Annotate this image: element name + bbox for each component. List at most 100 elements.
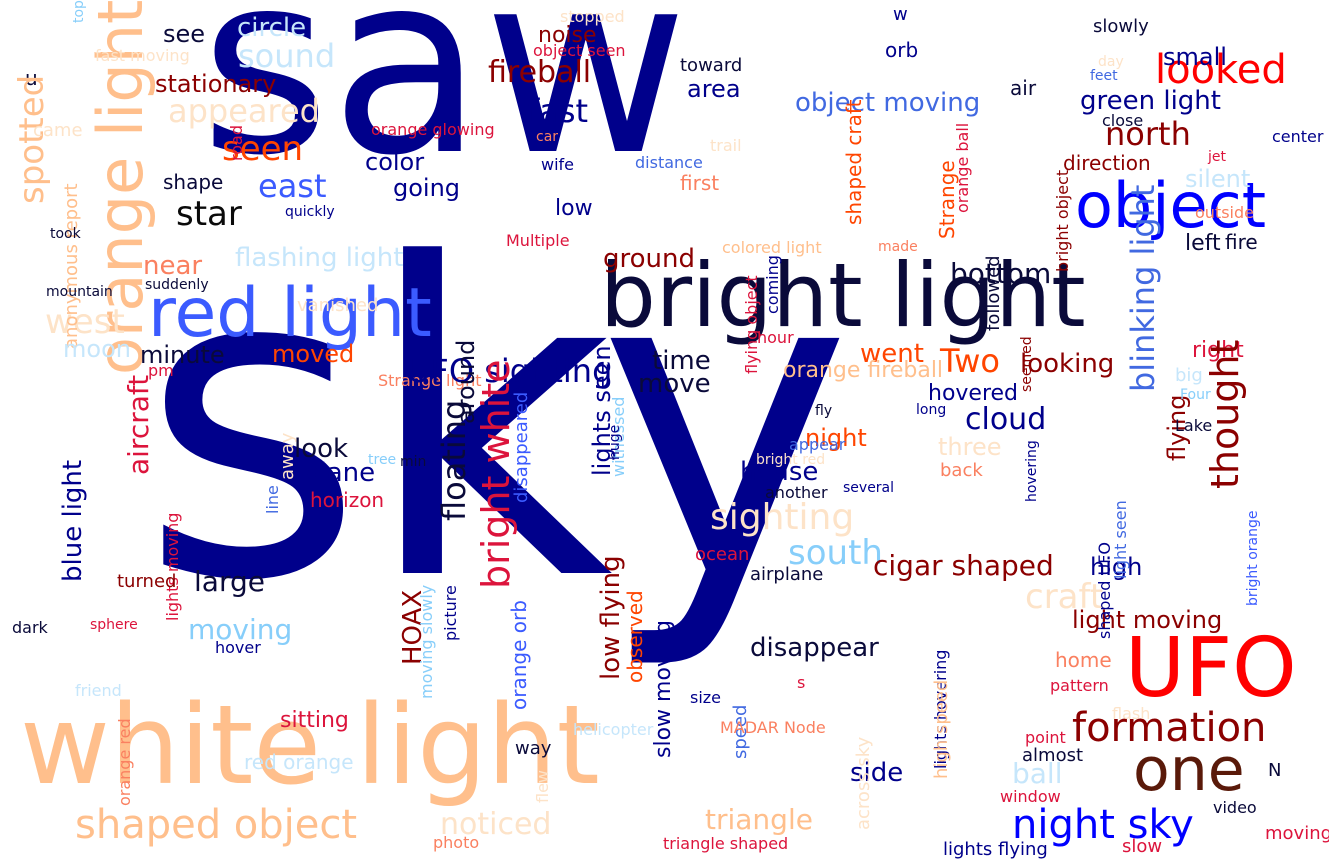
word-three: three — [938, 433, 1002, 461]
word-disappeared: disappeared — [511, 391, 532, 504]
word-road: road — [227, 124, 246, 161]
word-car: car — [536, 129, 559, 145]
word-lights-moving: lights moving — [163, 513, 182, 622]
word-plane: plane — [303, 458, 376, 488]
word-point: point — [1025, 728, 1066, 747]
word-slowly: slowly — [1093, 16, 1149, 37]
word-sphere: sphere — [90, 617, 138, 633]
word-noticed: noticed — [440, 807, 552, 842]
word-away: away — [277, 432, 298, 481]
word-area: area — [687, 75, 741, 103]
word-another: another — [765, 483, 828, 502]
word-flash: flash — [1112, 704, 1151, 723]
word-bright-orange: bright orange — [1245, 509, 1261, 606]
word-colored-light: colored light — [722, 238, 822, 257]
word-bottom: bottom — [950, 257, 1052, 290]
word-direction: direction — [1063, 151, 1151, 175]
word-ball: ball — [1012, 757, 1063, 790]
word-window: window — [1000, 787, 1061, 806]
word-turned: turned — [117, 571, 177, 592]
word-north: north — [1105, 115, 1191, 153]
word-low: low — [555, 196, 593, 221]
word-object: object — [1075, 169, 1267, 242]
word-photo: photo — [433, 833, 480, 852]
word-mountain: mountain — [46, 284, 113, 300]
word-n: N — [1268, 760, 1282, 781]
word-one: one — [1133, 735, 1245, 805]
word-orange-red: orange red — [115, 718, 134, 806]
word-sitting: sitting — [280, 708, 349, 733]
word-feet: feet — [1090, 68, 1118, 84]
word-large: large — [194, 565, 265, 598]
word-min: min — [400, 454, 427, 470]
word-shaped-craft: shaped craft — [842, 99, 866, 226]
word-orange-orb: orange orb — [507, 599, 531, 710]
word-back: back — [940, 460, 983, 481]
word-pattern: pattern — [1050, 676, 1109, 695]
word-madar-node: MADAR Node — [720, 718, 826, 737]
word-ufo-sighting: UFO sighting — [407, 352, 613, 390]
word-size: size — [690, 688, 722, 707]
word-airplane: airplane — [750, 564, 824, 585]
word-white-light: white light — [20, 681, 600, 809]
word-suddenly: suddenly — [145, 277, 209, 293]
word-light-seen: light seen — [1111, 499, 1130, 579]
word-hour: hour — [757, 328, 794, 347]
word-side: side — [850, 758, 904, 788]
word-left: left — [1185, 231, 1221, 256]
word-moved: moved — [272, 340, 355, 368]
word-tree: tree — [368, 452, 397, 468]
word-fast-moving: fast moving — [95, 46, 190, 65]
word-two: Two — [940, 342, 1000, 380]
word-red-orange: red orange — [244, 750, 354, 774]
word-wife: wife — [541, 155, 575, 174]
word-long: long — [916, 402, 947, 418]
word-several: several — [843, 480, 895, 496]
word-center: center — [1272, 127, 1324, 146]
word-bright-red: bright red — [756, 452, 826, 468]
word-friend: friend — [75, 681, 122, 700]
word-strange-light: Strange light — [378, 371, 482, 390]
word-seen: seen — [222, 129, 304, 169]
word-hovering: hovering — [1024, 439, 1040, 502]
word-trail: trail — [710, 136, 742, 155]
word-anonymous-report: anonymous report — [61, 182, 82, 349]
word-near: near — [143, 251, 203, 281]
word-red-light: red light — [148, 274, 432, 353]
word-huge: huge — [607, 424, 623, 461]
word-east: east — [258, 167, 327, 205]
word-followed: followed — [983, 254, 1004, 331]
word-quickly: quickly — [285, 204, 335, 220]
word-distance: distance — [635, 153, 703, 172]
word-vanished: vanished — [297, 295, 379, 316]
word-see: see — [163, 20, 206, 48]
word-low-flying: low flying — [596, 554, 626, 680]
word-took: took — [50, 226, 81, 242]
word-moving-slowly: moving slowly — [417, 584, 436, 700]
word-flew: flew — [533, 769, 552, 803]
word-house: house — [740, 457, 819, 487]
word-right: right — [1192, 338, 1244, 363]
word-orange-fireball: orange fireball — [783, 358, 944, 383]
word-jet: jet — [1208, 149, 1226, 165]
word-color: color — [365, 148, 425, 176]
word-fire: fire — [1225, 230, 1258, 254]
word-night-sky: night sky — [1012, 802, 1194, 848]
word-high-speed: high speed — [931, 679, 952, 780]
word-four: Four — [1180, 387, 1211, 403]
word-went: went — [860, 339, 924, 369]
word-ufo: UFO — [1125, 621, 1297, 716]
word-looked: looked — [1155, 47, 1287, 93]
word-horizon: horizon — [310, 488, 385, 512]
word-sky: sky — [140, 175, 853, 675]
word-line: line — [263, 485, 282, 514]
word-sound: sound — [238, 37, 336, 75]
word-moon: moon — [63, 335, 131, 363]
word-coming: coming — [763, 254, 782, 314]
word-light-moving: light moving — [1072, 606, 1223, 634]
word-ocean: ocean — [695, 544, 750, 565]
word-small: small — [1163, 43, 1227, 71]
word-toward: toward — [680, 55, 743, 76]
word-s: s — [797, 673, 806, 692]
